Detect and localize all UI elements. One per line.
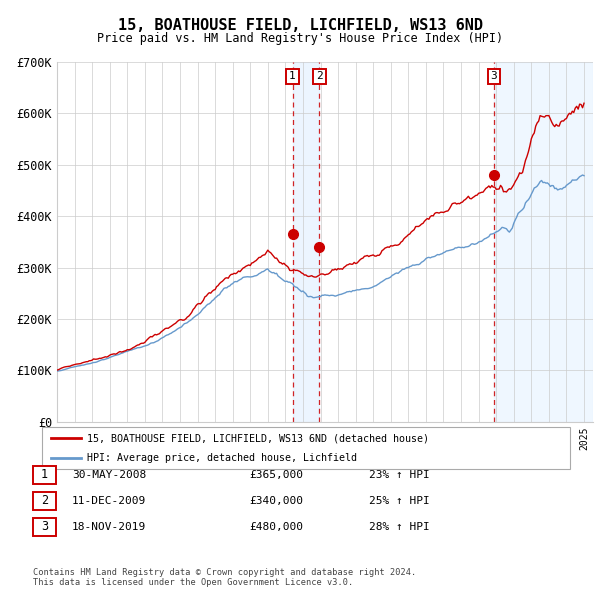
Text: 28% ↑ HPI: 28% ↑ HPI <box>369 522 430 532</box>
Bar <box>293 62 319 422</box>
Text: 15, BOATHOUSE FIELD, LICHFIELD, WS13 6ND (detached house): 15, BOATHOUSE FIELD, LICHFIELD, WS13 6ND… <box>87 434 429 444</box>
Text: Contains HM Land Registry data © Crown copyright and database right 2024.
This d: Contains HM Land Registry data © Crown c… <box>33 568 416 587</box>
Text: 15, BOATHOUSE FIELD, LICHFIELD, WS13 6ND: 15, BOATHOUSE FIELD, LICHFIELD, WS13 6ND <box>118 18 482 32</box>
Text: HPI: Average price, detached house, Lichfield: HPI: Average price, detached house, Lich… <box>87 453 357 463</box>
Text: 1: 1 <box>289 71 296 81</box>
Text: 23% ↑ HPI: 23% ↑ HPI <box>369 470 430 480</box>
Text: 11-DEC-2009: 11-DEC-2009 <box>72 496 146 506</box>
Text: 3: 3 <box>491 71 497 81</box>
Text: £340,000: £340,000 <box>249 496 303 506</box>
Text: £365,000: £365,000 <box>249 470 303 480</box>
Text: 30-MAY-2008: 30-MAY-2008 <box>72 470 146 480</box>
Text: 1: 1 <box>41 468 48 481</box>
Text: £480,000: £480,000 <box>249 522 303 532</box>
Text: 2: 2 <box>316 71 323 81</box>
Text: 25% ↑ HPI: 25% ↑ HPI <box>369 496 430 506</box>
Bar <box>494 62 593 422</box>
Text: 3: 3 <box>41 520 48 533</box>
Text: Price paid vs. HM Land Registry's House Price Index (HPI): Price paid vs. HM Land Registry's House … <box>97 32 503 45</box>
Text: 2: 2 <box>41 494 48 507</box>
Text: 18-NOV-2019: 18-NOV-2019 <box>72 522 146 532</box>
